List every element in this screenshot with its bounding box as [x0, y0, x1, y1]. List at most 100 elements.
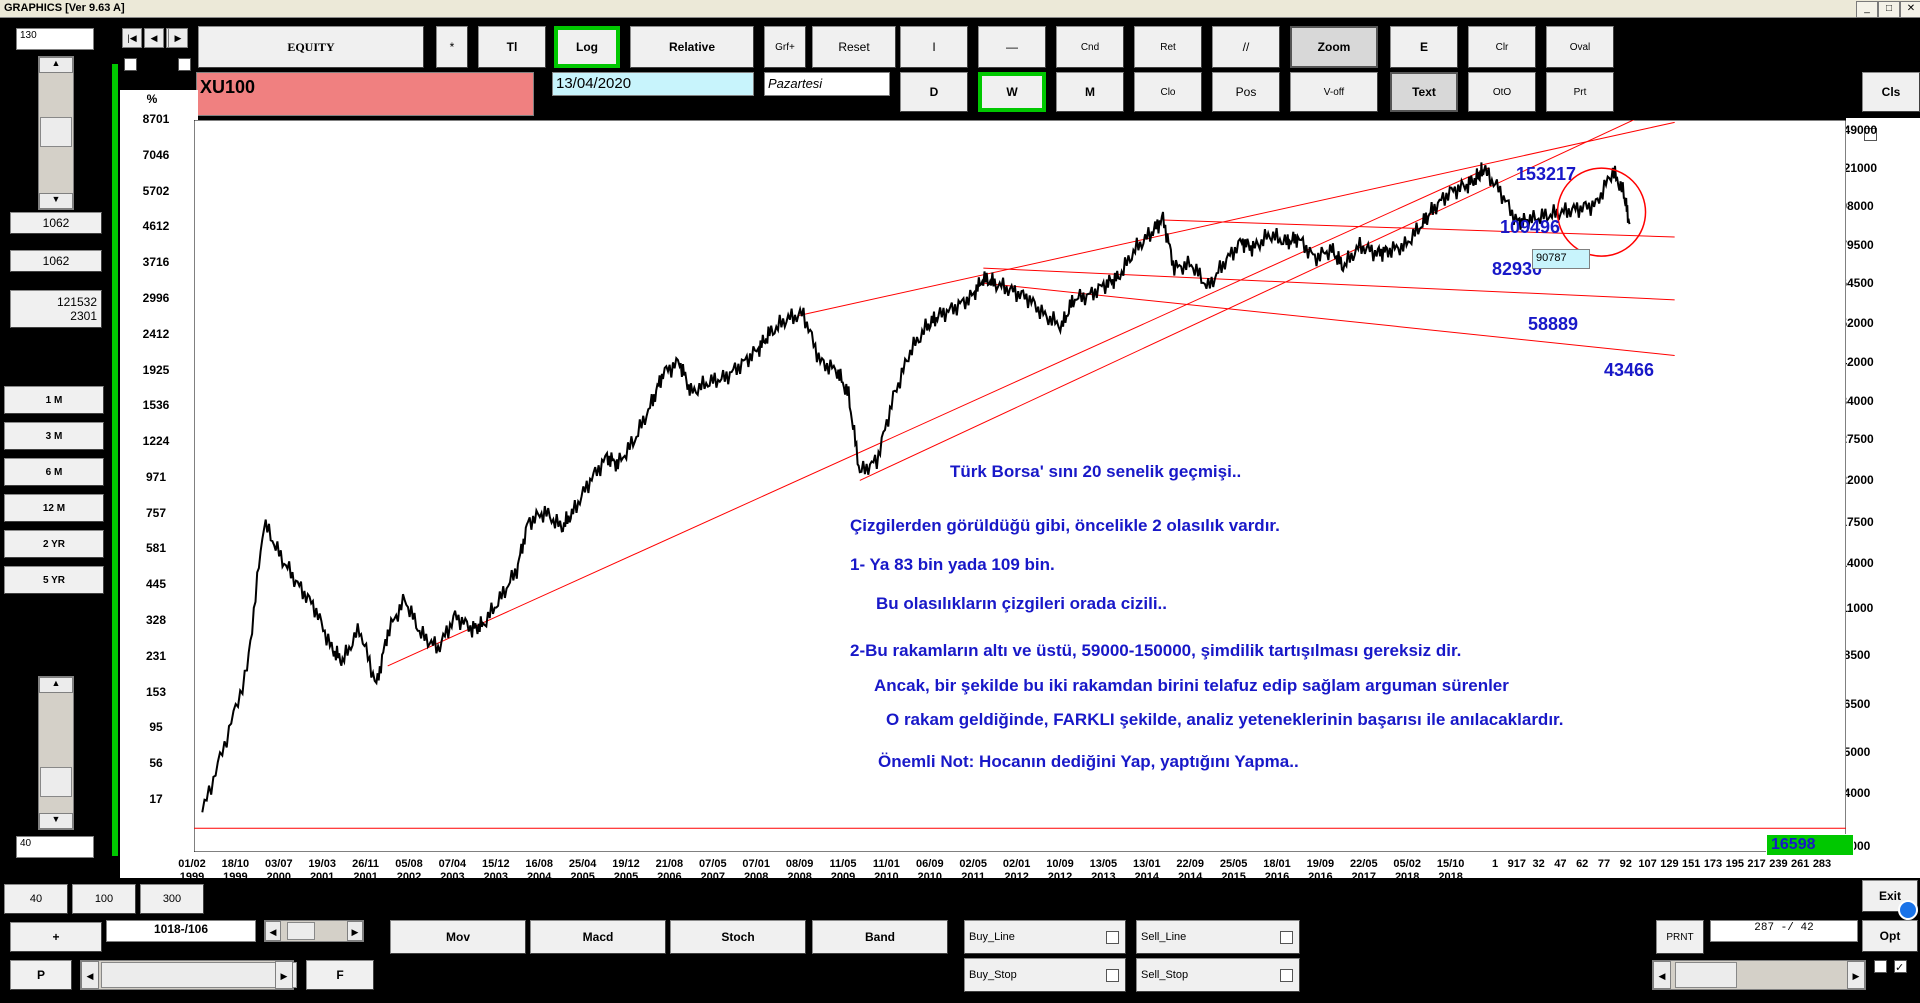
left-axis-tick-label: 581 [145, 541, 167, 556]
period-1m-button[interactable]: 1 M [4, 386, 104, 414]
bottom-scrollbar[interactable]: ◀ ▶ [80, 960, 297, 990]
left-axis-tick-label: 5702 [142, 183, 170, 198]
right-axis-checkbox[interactable] [1864, 128, 1877, 141]
left-scrollbar-top[interactable]: ▲ ▼ [38, 56, 74, 210]
buy-line-toggle[interactable]: Buy_Line [964, 920, 1126, 954]
scroll-down-icon[interactable]: ▼ [39, 193, 73, 209]
sell-stop-checkbox[interactable] [1280, 969, 1293, 982]
volume-off-button[interactable]: V-off [1290, 72, 1378, 112]
option-checkbox-1[interactable] [1874, 960, 1887, 973]
period-5yr-button[interactable]: 5 YR [4, 566, 104, 594]
period-12m-button[interactable]: 12 M [4, 494, 104, 522]
range-300-button[interactable]: 300 [140, 884, 204, 914]
prev-icon[interactable]: ◀ [144, 28, 164, 48]
p-button[interactable]: P [10, 960, 72, 990]
equity-button[interactable]: EQUITY [198, 26, 424, 68]
stochastic-button[interactable]: Stoch [670, 920, 806, 954]
scroll-thumb[interactable] [287, 922, 315, 940]
option-checkbox-2[interactable]: ✓ [1894, 960, 1907, 974]
period-3m-button[interactable]: 3 M [4, 422, 104, 450]
scroll-thumb[interactable] [1675, 962, 1737, 988]
oval-button[interactable]: Oval [1546, 26, 1614, 68]
e-button[interactable]: E [1390, 26, 1458, 68]
macd-button[interactable]: Macd [530, 920, 666, 954]
daily-button[interactable]: D [900, 72, 968, 112]
plus-button[interactable]: + [10, 922, 102, 952]
bottom-value-box[interactable]: 40 [16, 836, 94, 858]
right-toggle-checkbox[interactable] [178, 58, 191, 71]
range-100-button[interactable]: 100 [72, 884, 136, 914]
maximize-button[interactable]: □ [1878, 1, 1900, 18]
scroll-left-icon[interactable]: ◀ [265, 921, 281, 941]
left-toggle-checkbox[interactable] [124, 58, 137, 71]
x-axis-right-tick-label: 77 [1597, 858, 1611, 870]
scroll-down-icon[interactable]: ▼ [39, 813, 73, 829]
scroll-right-icon[interactable]: ▶ [347, 921, 363, 941]
weekly-button[interactable]: W [978, 72, 1046, 112]
range-40-button[interactable]: 40 [4, 884, 68, 914]
scroll-right-icon[interactable]: ▶ [275, 961, 293, 989]
close-button[interactable]: ✕ [1900, 1, 1920, 18]
bollinger-band-button[interactable]: Band [812, 920, 948, 954]
coordinates-field: 287 -/ 42 [1710, 920, 1858, 942]
scroll-left-icon[interactable]: ◀ [1653, 961, 1671, 989]
f-button[interactable]: F [306, 960, 374, 990]
relative-button[interactable]: Relative [630, 26, 754, 68]
left-scrollbar-bottom[interactable]: ▲ ▼ [38, 676, 74, 830]
i-button[interactable]: I [900, 26, 968, 68]
next-icon[interactable]: ▶ [168, 28, 188, 48]
clear-button[interactable]: Clr [1468, 26, 1536, 68]
note-line: Ancak, bir şekilde bu iki rakamdan birin… [874, 676, 1509, 695]
period-6m-button[interactable]: 6 M [4, 458, 104, 486]
print-button[interactable]: Prt [1546, 72, 1614, 112]
price-chart[interactable] [194, 120, 1846, 852]
x-axis-tick-label: 01/02 1999 [178, 858, 206, 883]
scroll-thumb[interactable] [40, 767, 72, 797]
current-value-box: 90787 [1532, 249, 1590, 269]
first-icon[interactable]: |◀ [122, 28, 142, 48]
assistant-bubble-icon[interactable] [1898, 900, 1918, 920]
buy-stop-toggle[interactable]: Buy_Stop [964, 958, 1126, 992]
symbol-field[interactable]: XU100 [196, 72, 534, 116]
sell-stop-toggle[interactable]: Sell_Stop [1136, 958, 1300, 992]
scroll-thumb[interactable] [101, 962, 297, 988]
right-bottom-scrollbar[interactable]: ◀ ▶ [1652, 960, 1866, 990]
tl-button[interactable]: Tl [478, 26, 546, 68]
date-field[interactable]: 13/04/2020 [552, 72, 754, 96]
trend-line [859, 120, 1635, 481]
options-button[interactable]: Opt [1862, 920, 1918, 952]
dash-button[interactable]: — [978, 26, 1046, 68]
left-axis-tick-label: 8701 [142, 112, 170, 126]
sell-line-checkbox[interactable] [1280, 931, 1293, 944]
x-axis-tick-label: 26/11 2001 [352, 858, 380, 883]
pos-button[interactable]: Pos [1212, 72, 1280, 112]
cls-button[interactable]: Cls [1862, 72, 1920, 112]
buy-line-checkbox[interactable] [1106, 931, 1119, 944]
range-scrollbar[interactable]: ◀ ▶ [264, 920, 364, 942]
sell-line-toggle[interactable]: Sell_Line [1136, 920, 1300, 954]
reset-button[interactable]: Reset [812, 26, 896, 68]
period-2yr-button[interactable]: 2 YR [4, 530, 104, 558]
scroll-right-icon[interactable]: ▶ [1847, 961, 1865, 989]
scroll-thumb[interactable] [40, 117, 72, 147]
info-field: 121532 2301 [10, 290, 102, 328]
parallel-button[interactable]: // [1212, 26, 1280, 68]
moving-average-button[interactable]: Mov [390, 920, 526, 954]
text-button[interactable]: Text [1390, 72, 1458, 112]
graph-plus-button[interactable]: Grf+ [764, 26, 806, 68]
candle-button[interactable]: Cnd [1056, 26, 1124, 68]
buy-stop-checkbox[interactable] [1106, 969, 1119, 982]
star-button[interactable]: * [436, 26, 468, 68]
print-screen-button[interactable]: PRNT [1656, 920, 1704, 954]
scroll-up-icon[interactable]: ▲ [39, 677, 73, 693]
scroll-up-icon[interactable]: ▲ [39, 57, 73, 73]
close-price-button[interactable]: Clo [1134, 72, 1202, 112]
log-button[interactable]: Log [554, 26, 620, 68]
value-box[interactable]: 130 [16, 28, 94, 50]
zoom-button[interactable]: Zoom [1290, 26, 1378, 68]
scroll-left-icon[interactable]: ◀ [81, 961, 99, 989]
minimize-button[interactable]: _ [1856, 1, 1878, 18]
ret-button[interactable]: Ret [1134, 26, 1202, 68]
monthly-button[interactable]: M [1056, 72, 1124, 112]
oto-button[interactable]: OtO [1468, 72, 1536, 112]
